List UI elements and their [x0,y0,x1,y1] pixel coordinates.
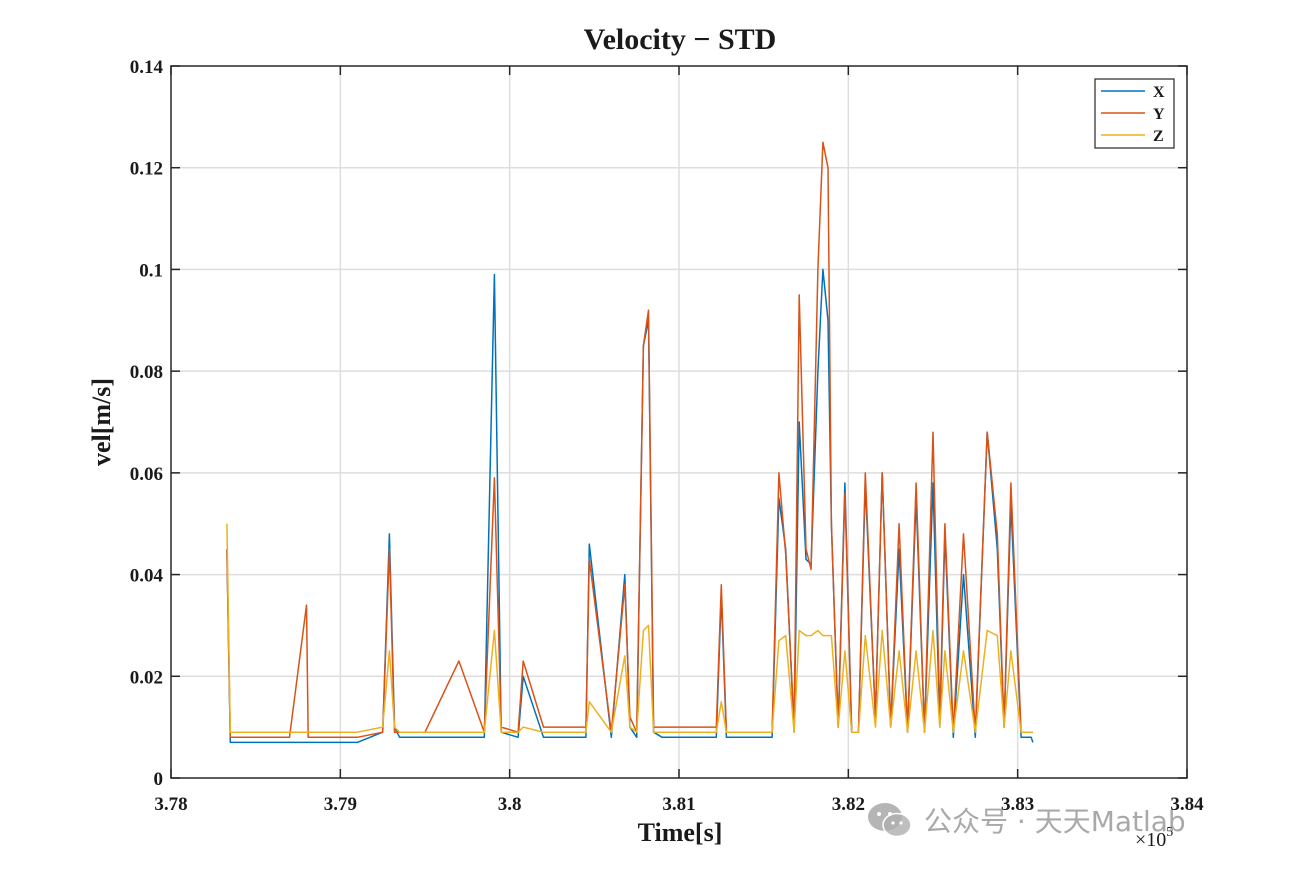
wechat-icon [868,803,912,838]
x-scale-note: ×10 [1135,829,1166,851]
series-line-z [226,523,1033,733]
legend-label-y: Y [1153,106,1165,123]
x-tick-label: 3.82 [832,794,865,815]
x-tick-label: 3.8 [498,794,522,815]
x-tick-label: 3.79 [324,794,357,815]
x-scale-multiplier: ×105 [1135,825,1173,851]
x-tick-label: 3.78 [154,794,187,815]
x-tick-label: 3.84 [1170,794,1204,815]
y-tick-label: 0.06 [130,464,163,485]
grid-lines [171,66,1187,778]
y-tick-label: 0.14 [130,57,164,78]
y-tick-label: 0.1 [139,260,163,281]
legend-label-x: X [1153,84,1165,101]
x-axis-label: Time[s] [638,818,723,847]
x-tick-label: 3.83 [1001,794,1034,815]
x-tick-label: 3.81 [662,794,695,815]
series-line-y [226,141,1033,739]
y-tick-label: 0.08 [130,362,163,383]
y-tick-label: 0.04 [130,566,164,587]
y-tick-label: 0.02 [130,667,163,688]
watermark-text: 公众号 · 天天Matlab [924,805,1186,838]
x-scale-exponent: 5 [1166,825,1173,840]
series-line-x [226,268,1034,744]
axis-ticks: 3.78 3.79 3.8 3.81 3.82 3.83 3.84 0 0.02 0.04 0.06… [130,57,1204,815]
watermark: 公众号 · 天天Matlab [866,800,1186,840]
y-axis-label: vel[m/s] [87,378,116,466]
series-lines [226,141,1034,744]
legend: XYZ [1094,78,1175,149]
legend-label-z: Z [1153,128,1164,145]
y-tick-label: 0.12 [130,159,163,180]
chart-title: Velocity − STD [584,23,777,56]
y-tick-label: 0 [154,769,164,790]
